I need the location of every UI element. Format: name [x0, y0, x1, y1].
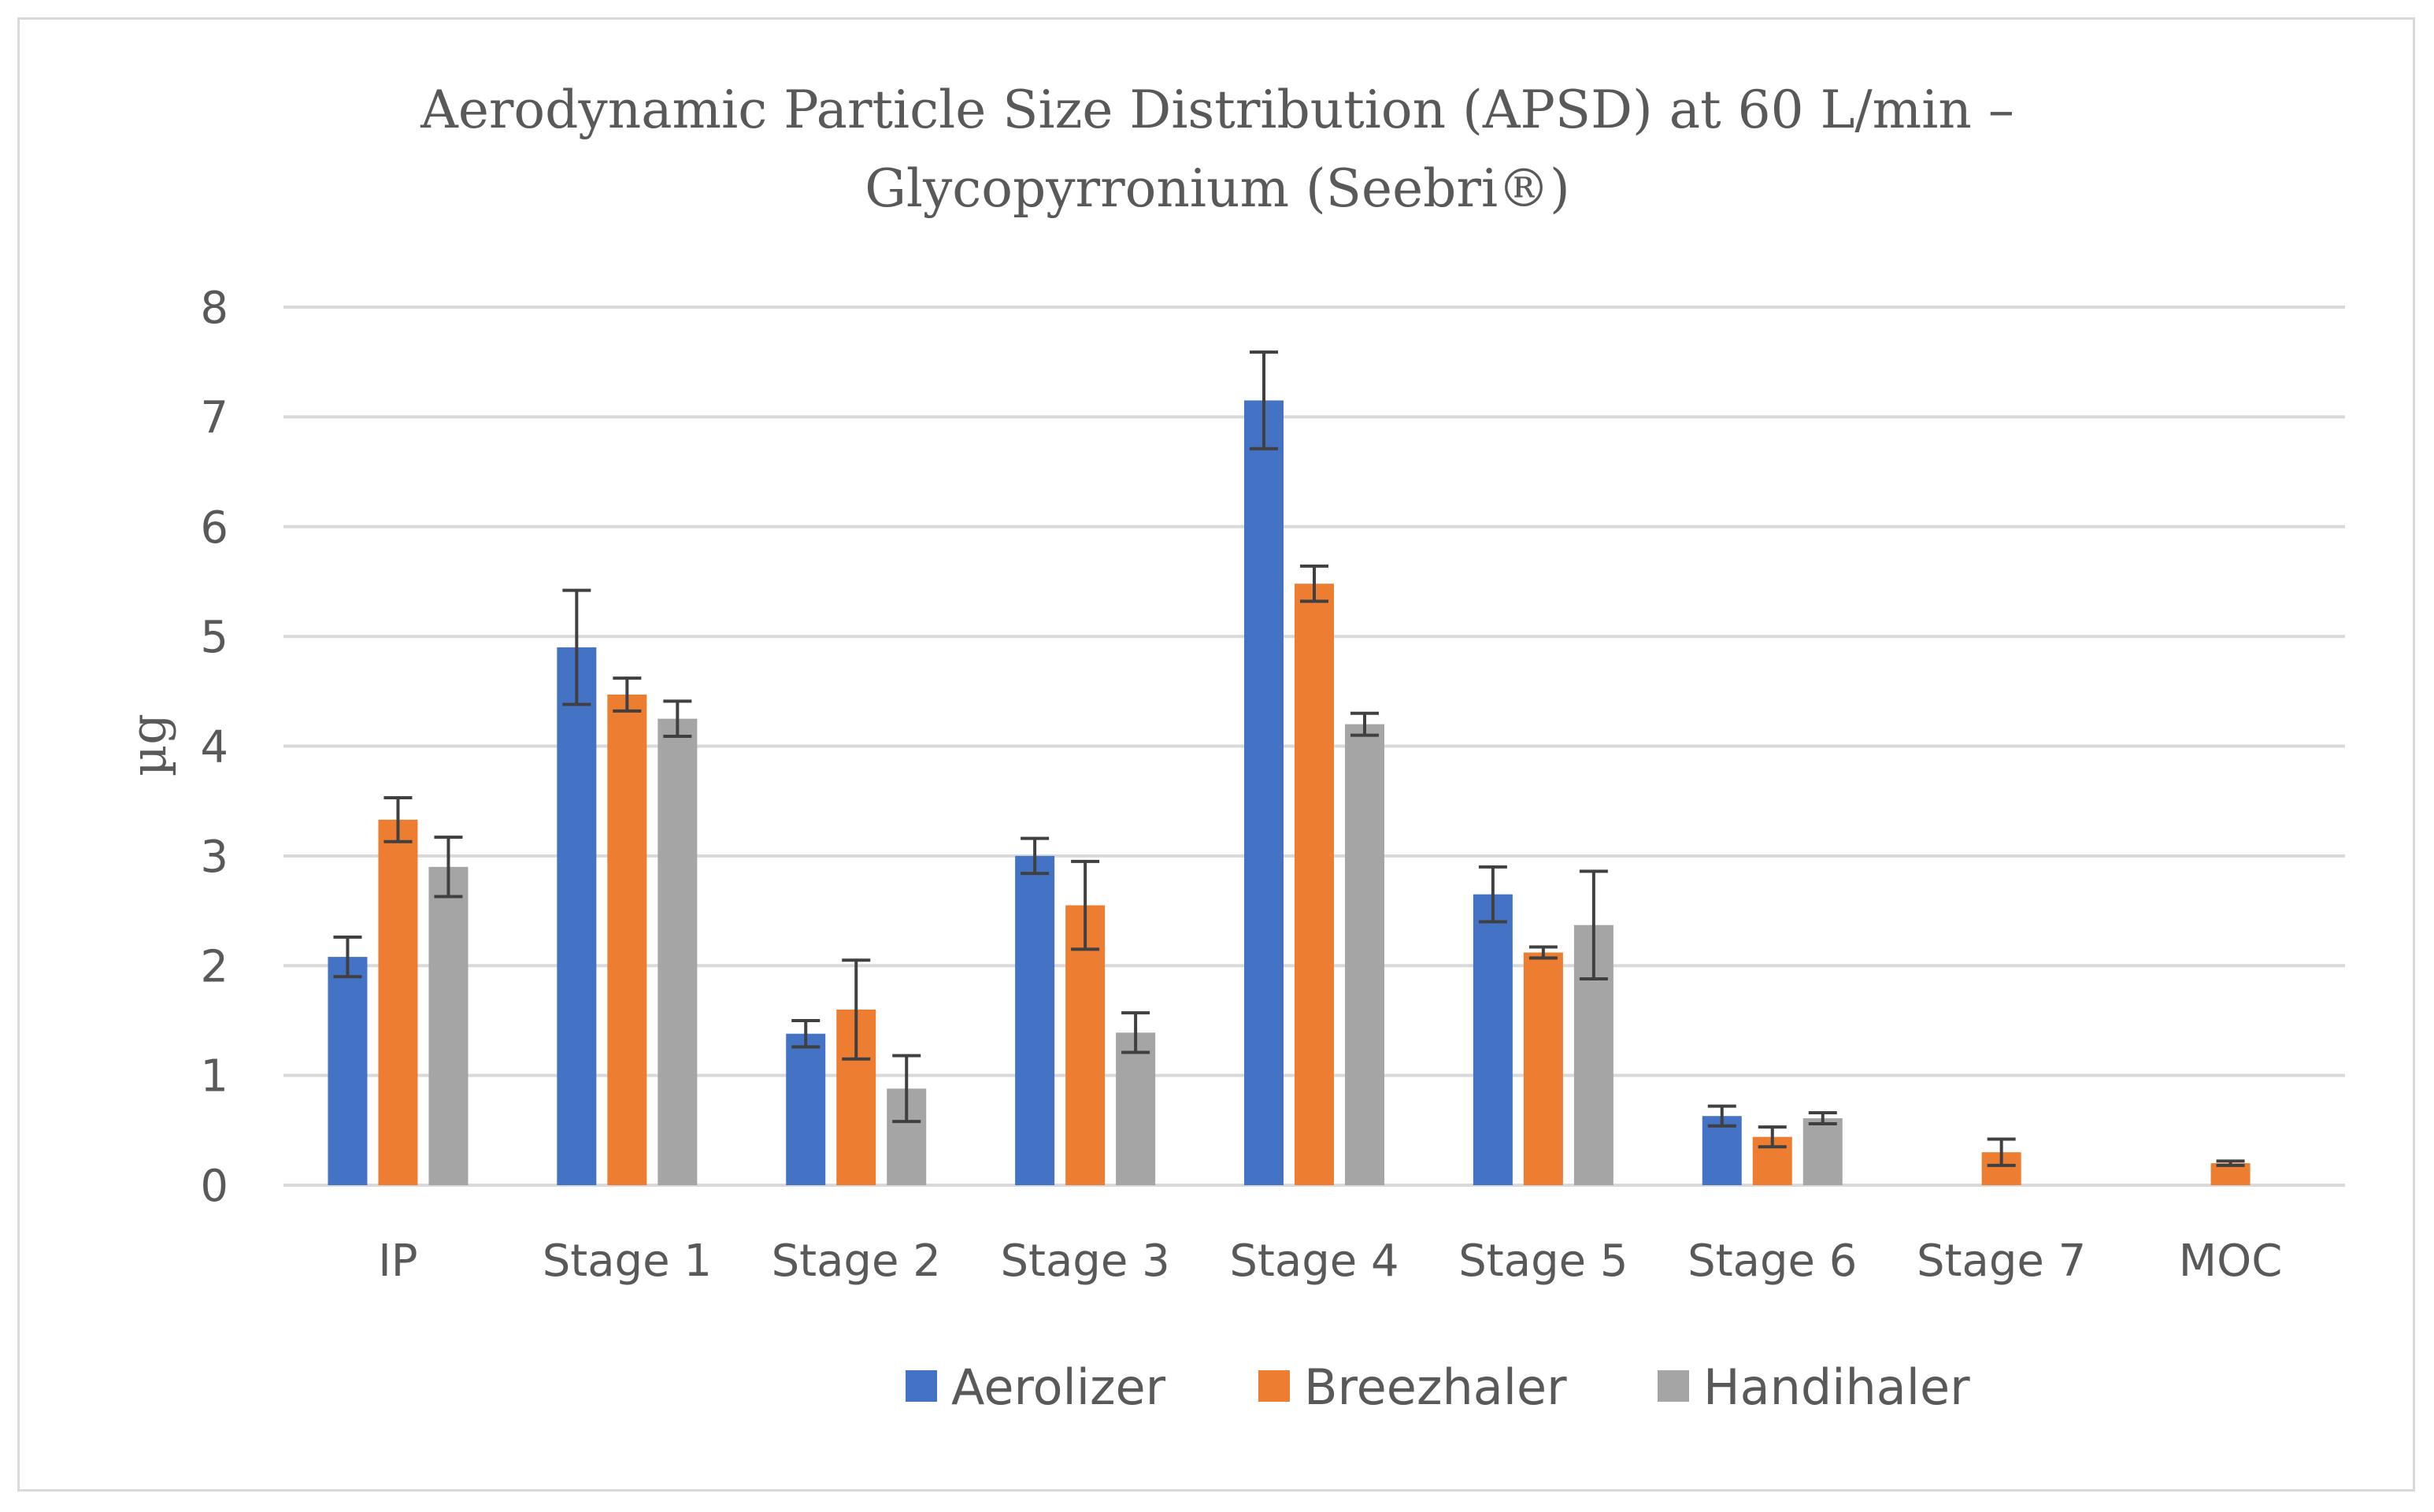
x-tick-label: MOC [2179, 1236, 2283, 1287]
error-bar-handihaler-stage-3 [1121, 1011, 1150, 1054]
bar-aerolizer-stage-1 [557, 647, 597, 1185]
error-bar-aerolizer-stage-5 [1478, 865, 1507, 924]
bar-aerolizer-stage-6 [1702, 1116, 1742, 1185]
error-bar-aerolizer-stage-4 [1250, 350, 1278, 450]
legend-swatch-handihaler [1658, 1370, 1689, 1402]
chart-frame [17, 17, 2415, 1492]
error-bar-breezhaler-stage-7 [1987, 1137, 2016, 1167]
error-bar-breezhaler-stage-1 [613, 676, 642, 713]
bar-handihaler-stage-4 [1345, 724, 1384, 1185]
bar-handihaler-stage-6 [1802, 1117, 1843, 1185]
error-bar-handihaler-stage-5 [1579, 869, 1608, 980]
x-tick-label: Stage 7 [1917, 1236, 2086, 1287]
y-tick-label: 3 [200, 832, 228, 883]
x-tick-label: IP [378, 1236, 417, 1287]
bar-handihaler-stage-1 [658, 718, 698, 1185]
error-bar-handihaler-stage-6 [1808, 1111, 1837, 1125]
bar-aerolizer-stage-2 [786, 1033, 826, 1185]
x-tick-label: Stage 5 [1458, 1236, 1628, 1287]
bar-aerolizer-ip [328, 957, 368, 1185]
error-bar-aerolizer-stage-2 [791, 1018, 821, 1049]
x-tick-label: Stage 4 [1229, 1236, 1399, 1287]
error-bars [333, 350, 2245, 1167]
legend-swatch-aerolizer [906, 1370, 937, 1402]
bar-aerolizer-stage-3 [1015, 855, 1055, 1185]
error-bar-breezhaler-ip [383, 796, 413, 843]
legend: Aerolizer Breezhaler Handihaler [906, 1358, 1970, 1416]
error-bar-handihaler-stage-1 [663, 699, 692, 738]
y-tick-labels: 0 1 2 3 4 5 6 7 8 [200, 283, 228, 1212]
bar-handihaler-ip [428, 866, 469, 1185]
bar-breezhaler-stage-5 [1523, 952, 1563, 1185]
x-tick-label: Stage 3 [1000, 1236, 1169, 1287]
legend-label-handihaler: Handihaler [1703, 1358, 1970, 1416]
error-bar-breezhaler-stage-3 [1071, 859, 1100, 951]
y-tick-label: 4 [200, 722, 228, 773]
bar-aerolizer-stage-5 [1473, 894, 1513, 1185]
bar-breezhaler-stage-4 [1295, 584, 1334, 1185]
error-bar-aerolizer-stage-1 [562, 588, 591, 706]
bar-breezhaler-ip [378, 819, 418, 1185]
error-bar-breezhaler-stage-5 [1528, 945, 1558, 960]
bar-aerolizer-stage-4 [1244, 400, 1284, 1185]
error-bar-handihaler-stage-2 [892, 1054, 921, 1124]
error-bar-breezhaler-stage-4 [1300, 564, 1328, 603]
x-tick-label: Stage 2 [772, 1236, 941, 1287]
error-bar-aerolizer-stage-3 [1021, 836, 1050, 876]
y-tick-label: 1 [200, 1051, 228, 1102]
chart-title-line1: Aerodynamic Particle Size Distribution (… [420, 80, 2014, 140]
x-tick-label: Stage 1 [543, 1236, 712, 1287]
y-tick-label: 8 [200, 283, 228, 334]
error-bar-aerolizer-stage-6 [1707, 1104, 1736, 1128]
y-tick-label: 6 [200, 502, 228, 554]
error-bar-breezhaler-moc [2216, 1159, 2245, 1167]
error-bar-handihaler-ip [434, 836, 463, 899]
legend-swatch-breezhaler [1258, 1370, 1290, 1402]
legend-label-breezhaler: Breezhaler [1304, 1358, 1567, 1416]
y-axis-label: µg [120, 713, 177, 776]
x-tick-label: Stage 6 [1687, 1236, 1857, 1287]
bar-breezhaler-stage-3 [1065, 905, 1106, 1185]
error-bar-breezhaler-stage-6 [1758, 1125, 1787, 1149]
y-tick-label: 5 [200, 612, 228, 663]
chart-title-line2: Glycopyrronium (Seebri®) [865, 158, 1570, 219]
error-bar-handihaler-stage-4 [1350, 711, 1379, 737]
y-tick-label: 7 [200, 392, 228, 443]
error-bar-aerolizer-ip [333, 936, 362, 979]
error-bar-breezhaler-stage-2 [842, 958, 871, 1061]
y-tick-label: 2 [200, 941, 228, 992]
x-tick-labels: IP Stage 1 Stage 2 Stage 3 Stage 4 Stage 5 Sta… [378, 1236, 2282, 1287]
legend-label-aerolizer: Aerolizer [951, 1358, 1166, 1416]
bars [328, 400, 2251, 1185]
bar-handihaler-stage-3 [1116, 1032, 1156, 1185]
bar-breezhaler-stage-1 [607, 694, 647, 1185]
y-tick-label: 0 [200, 1161, 228, 1212]
